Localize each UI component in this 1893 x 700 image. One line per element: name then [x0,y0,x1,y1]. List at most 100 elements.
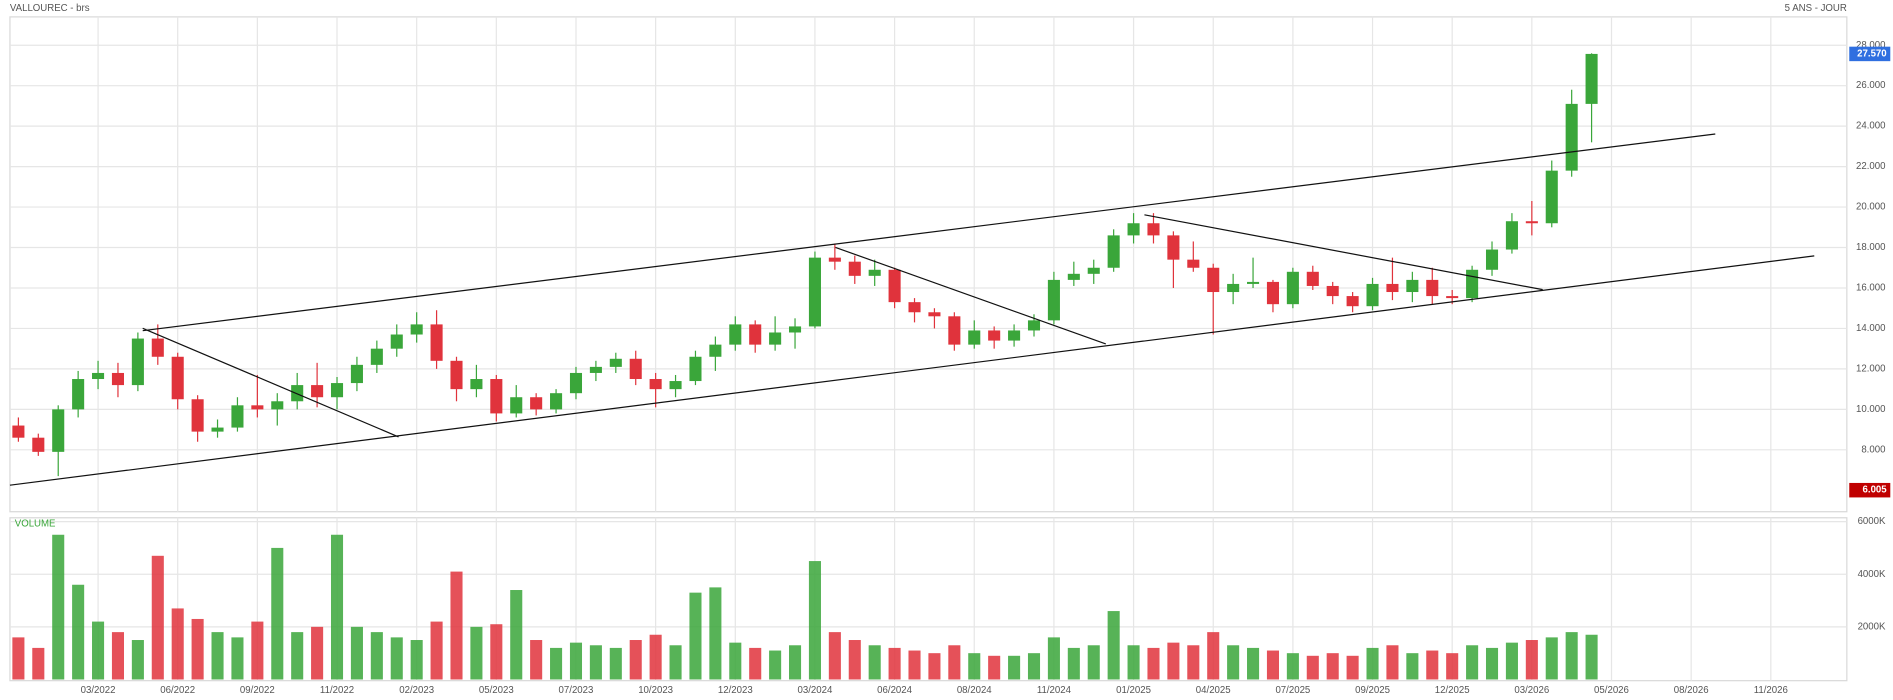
volume-bar [1247,647,1260,680]
volume-bar [629,640,642,680]
price-tag [1849,46,1891,62]
volume-panel [9,517,1848,682]
candle-body [1326,285,1339,297]
volume-bar [430,621,443,680]
candle-body [828,257,841,262]
candle-body [72,379,85,410]
candle-body [848,261,861,276]
volume-bar [1167,642,1180,680]
candle-body [12,425,25,438]
volume-label: VOLUME [15,518,56,529]
candle-body [92,372,105,380]
volume-bar [1286,653,1299,680]
x-tick-label: 05/2026 [1594,685,1629,696]
candle-body [490,379,503,414]
candle-body [211,427,224,432]
volume-bar [1087,645,1100,680]
volume-bar [1406,653,1419,680]
trend-lines [9,133,1815,486]
candle-body [1466,269,1479,299]
volume-bar [769,650,782,680]
volume-bar [1047,637,1060,680]
candle-body [410,324,423,335]
candle-body [1306,271,1319,286]
volume-bar [1446,653,1459,680]
volume-bar [928,653,941,680]
y-tick-label: 28.000 [1856,40,1886,51]
marks [12,53,1598,680]
volume-bar [848,640,861,680]
y-tick-label: 20.000 [1856,202,1886,213]
price-tag [1849,482,1891,498]
x-tick-label: 04/2025 [1196,685,1231,696]
trend-line [142,133,1716,332]
candle-body [1505,221,1518,250]
candle-body [629,358,642,380]
x-tick-label: 06/2022 [160,685,195,696]
volume-bar [868,645,881,680]
x-tick-label: 11/2022 [320,685,354,696]
candle-body [908,302,921,313]
volume-bar [1266,650,1279,680]
volume-bar [1505,642,1518,680]
candle-body [769,332,782,345]
candle-body [450,360,463,390]
candle-body [1286,271,1299,305]
volume-bar [1326,653,1339,680]
candle-body [1008,330,1021,341]
candle-body [311,385,324,398]
volume-bar [131,640,144,680]
candle-body [1247,281,1260,284]
volume-bar [908,650,921,680]
volume-bar [32,647,45,680]
candle-body [669,381,682,390]
volume-bar [1107,611,1120,680]
x-tick-label: 07/2023 [559,685,594,696]
candle-body [291,385,304,402]
volume-bar [490,624,503,680]
candle-body [1545,170,1558,224]
candle-body [370,348,383,365]
volume-bar [530,640,543,680]
volume-bar [72,584,85,680]
candle-body [191,399,204,432]
volume-bar [1027,653,1041,680]
candle-body [52,409,65,452]
volume-bar [968,653,981,680]
candle-body [1565,103,1578,171]
volume-bar [948,645,961,680]
candle-body [749,324,762,345]
volume-bar [1386,645,1399,680]
volume-bar [749,647,762,680]
candle-body [530,397,543,410]
x-tick-label: 03/2024 [798,685,833,696]
candle-body [808,257,821,327]
candle-body [569,372,583,394]
candle-body [1585,53,1598,104]
volume-bar [231,637,244,680]
volume-bar [111,632,124,680]
candle-body [510,397,523,414]
candle-body [330,383,344,398]
volume-bar [1426,650,1439,680]
trend-line [142,327,399,438]
candle-body [111,372,124,386]
volume-bar [251,621,264,680]
y-tick-label: 6000K [1858,516,1886,527]
volume-bar [709,587,722,680]
price-panel [9,16,1848,513]
x-tick-label: 12/2023 [718,685,753,696]
volume-bar [888,647,901,680]
x-tick-label: 08/2024 [957,685,992,696]
trend-line [1144,214,1543,291]
y-tick-label: 10.000 [1856,404,1886,415]
x-tick-label: 02/2023 [399,685,434,696]
candle-body [271,401,284,410]
candle-body [1366,283,1379,307]
candle-body [1227,283,1240,293]
candle-body [868,269,881,276]
chart-subtitle: 5 ANS - JOUR [1785,3,1847,14]
volume-bar [271,547,284,680]
x-tick-label: 11/2026 [1754,685,1788,696]
